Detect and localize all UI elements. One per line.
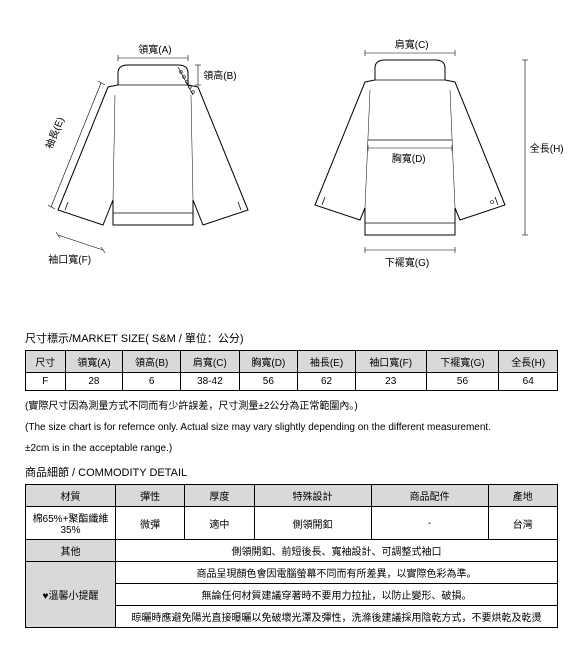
label-neck-width: 領寬(A) xyxy=(138,41,171,56)
detail-title: 商品細節 / COMMODITY DETAIL xyxy=(25,464,558,480)
row3-l2: 晾曬時應避免陽光直接曝曬以免破壞光澤及彈性，洗滌後建議採用陰乾方式，不要烘乾及乾… xyxy=(116,606,558,628)
row2-label: 其他 xyxy=(26,540,116,562)
dh5: 產地 xyxy=(488,485,557,507)
note3: ±2cm is in the acceptable range.) xyxy=(25,441,558,456)
size-table: 尺寸 領寬(A) 領高(B) 肩寬(C) 胸寬(D) 袖長(E) 袖口寬(F) … xyxy=(25,350,558,391)
size-h8: 全長(H) xyxy=(499,351,558,373)
size-c4: 56 xyxy=(239,373,298,391)
size-h1: 領寬(A) xyxy=(65,351,123,373)
label-hem-width: 下襬寬(G) xyxy=(385,254,429,269)
dc2: 適中 xyxy=(185,507,254,540)
detail-row3a: ♥溫馨小提醒 商品呈現顏色會因電腦螢幕不同而有所差異，以實際色彩為準。 xyxy=(26,562,558,584)
detail-row1: 棉65%+聚酯纖維35% 微彈 適中 側領開釦 - 台灣 xyxy=(26,507,558,540)
note1: (實際尺寸因為測量方式不同而有少許誤差，尺寸測量±2公分為正常範圍內。) xyxy=(25,399,558,414)
dh3: 特殊設計 xyxy=(254,485,371,507)
size-c3: 38-42 xyxy=(181,373,240,391)
dh0: 材質 xyxy=(26,485,116,507)
size-c0: F xyxy=(26,373,66,391)
detail-row2: 其他 側領開釦、前短後長、寬袖設計、可調整式袖口 xyxy=(26,540,558,562)
size-h4: 胸寬(D) xyxy=(239,351,298,373)
size-c8: 64 xyxy=(499,373,558,391)
label-shoulder-width: 肩寬(C) xyxy=(395,36,429,51)
dc0: 棉65%+聚酯纖維35% xyxy=(26,507,116,540)
size-h7: 下襬寬(G) xyxy=(426,351,499,373)
front-view: 領寬(A) 領高(B) 袖長(E) 袖口寬(F) xyxy=(43,55,263,265)
row3-l1: 無論任何材質建議穿著時不要用力拉扯，以防止變形、破損。 xyxy=(116,584,558,606)
size-h6: 袖口寬(F) xyxy=(355,351,426,373)
row3-l0: 商品呈現顏色會因電腦螢幕不同而有所差異，以實際色彩為準。 xyxy=(116,562,558,584)
size-title: 尺寸標示/MARKET SIZE( S&M / 單位：公分) xyxy=(25,330,558,346)
garment-diagrams: 領寬(A) 領高(B) 袖長(E) 袖口寬(F) xyxy=(25,50,558,270)
size-h3: 肩寬(C) xyxy=(181,351,240,373)
label-neck-height: 領高(B) xyxy=(203,67,236,82)
size-h2: 領高(B) xyxy=(123,351,181,373)
size-c7: 56 xyxy=(426,373,499,391)
dh1: 彈性 xyxy=(116,485,185,507)
size-c2: 6 xyxy=(123,373,181,391)
detail-header-row: 材質 彈性 厚度 特殊設計 商品配件 產地 xyxy=(26,485,558,507)
row3-label: ♥溫馨小提醒 xyxy=(26,562,116,628)
size-h5: 袖長(E) xyxy=(298,351,356,373)
back-view: 肩寬(C) 胸寬(D) 下襬寬(G) 全長(H) xyxy=(300,50,540,270)
dh4: 商品配件 xyxy=(371,485,488,507)
label-total-length: 全長(H) xyxy=(530,140,564,155)
label-chest-width: 胸寬(D) xyxy=(392,150,426,165)
dc4: - xyxy=(371,507,488,540)
size-h0: 尺寸 xyxy=(26,351,66,373)
dh2: 厚度 xyxy=(185,485,254,507)
size-c5: 62 xyxy=(298,373,356,391)
dc3: 側領開釦 xyxy=(254,507,371,540)
dc1: 微彈 xyxy=(116,507,185,540)
front-svg xyxy=(43,55,263,265)
size-c6: 23 xyxy=(355,373,426,391)
size-row: F 28 6 38-42 56 62 23 56 64 xyxy=(26,373,558,391)
dc5: 台灣 xyxy=(488,507,557,540)
note2: (The size chart is for refernce only. Ac… xyxy=(25,420,558,435)
row2-value: 側領開釦、前短後長、寬袖設計、可調整式袖口 xyxy=(116,540,558,562)
size-c1: 28 xyxy=(65,373,123,391)
size-header-row: 尺寸 領寬(A) 領高(B) 肩寬(C) 胸寬(D) 袖長(E) 袖口寬(F) … xyxy=(26,351,558,373)
detail-table: 材質 彈性 厚度 特殊設計 商品配件 產地 棉65%+聚酯纖維35% 微彈 適中… xyxy=(25,484,558,628)
label-cuff-width: 袖口寬(F) xyxy=(48,251,91,266)
